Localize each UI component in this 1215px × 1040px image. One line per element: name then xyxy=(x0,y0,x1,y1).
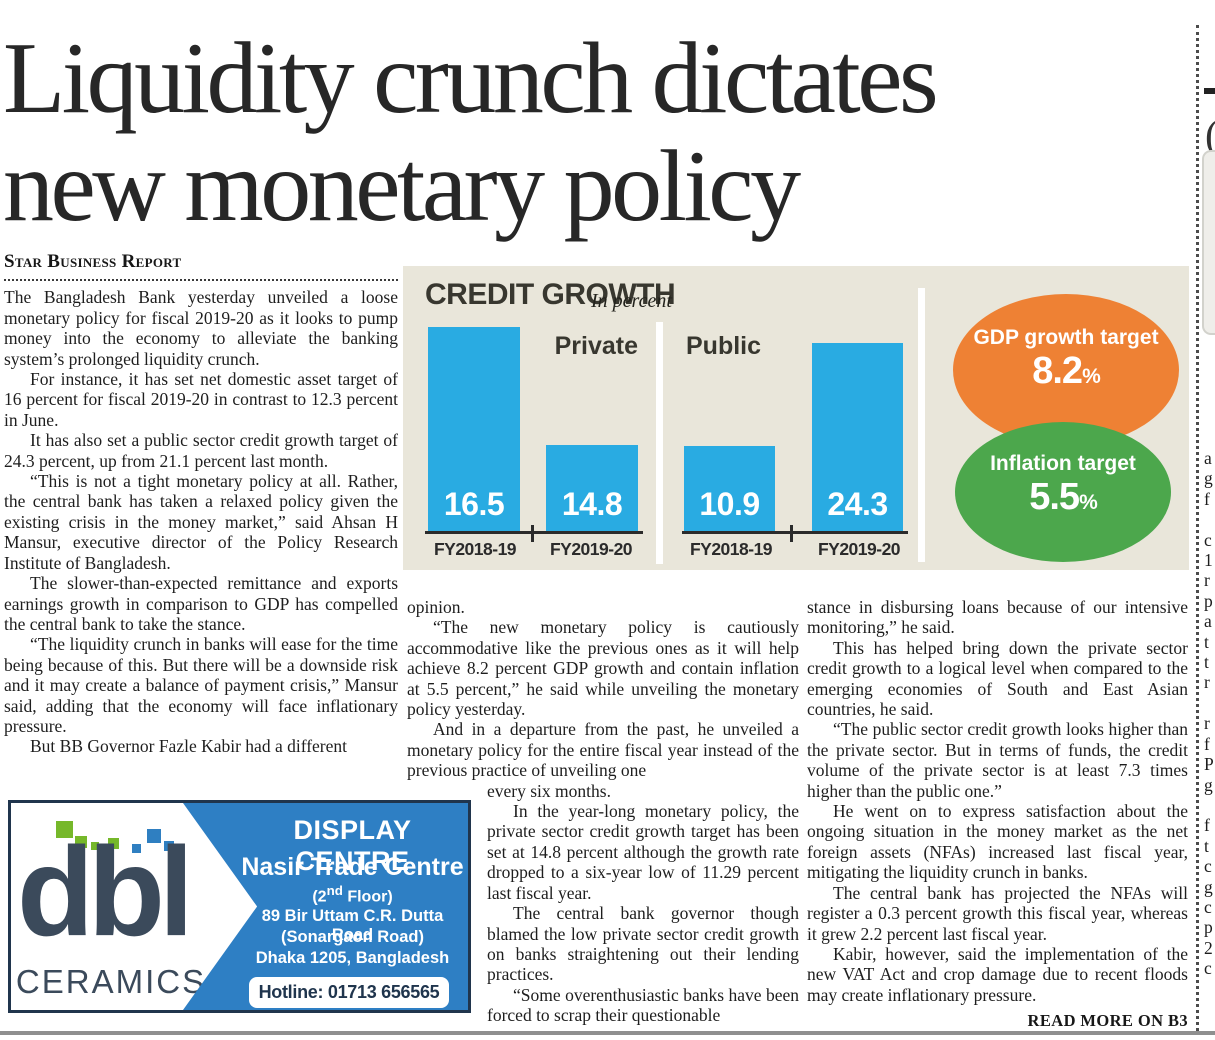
ad-floor: (2nd Floor) xyxy=(241,883,464,906)
section-divider xyxy=(918,288,925,562)
axis-label: FY2018-19 xyxy=(689,539,773,559)
byline-dotted-rule xyxy=(4,279,398,282)
dbl-ceramics-ad: dbl CERAMICS DISPLAY CENTRE Nasir Trade … xyxy=(8,800,471,1013)
edge-paren-fragment: ( xyxy=(1205,112,1215,160)
logo-square xyxy=(56,821,73,838)
axis-tick xyxy=(531,525,534,542)
logo-square xyxy=(75,836,87,848)
paragraph: “The liquidity crunch in banks will ease… xyxy=(4,634,398,736)
ad-heading: DISPLAY CENTRE xyxy=(293,815,412,876)
ad-floor-sup: nd xyxy=(326,883,343,898)
bar-public-fy2019-20: 24.3 xyxy=(812,343,903,531)
paragraph: “This is not a tight monetary policy at … xyxy=(4,471,398,573)
x-axis-public xyxy=(682,531,908,534)
paragraph: “The new monetary policy is cautiously a… xyxy=(407,617,799,720)
column-2-top: opinion. “The new monetary policy is cau… xyxy=(407,597,799,781)
axis-label: FY2019-20 xyxy=(817,539,901,559)
section-bottom-rule xyxy=(0,1031,1215,1035)
chart-title: CREDIT GROWTH xyxy=(425,278,676,311)
column-2-wrapped: every six months. In the year-long monet… xyxy=(487,781,799,1026)
edge-box-fragment xyxy=(1202,150,1215,335)
x-axis-private xyxy=(425,531,643,534)
badge-value: 5.5% xyxy=(955,476,1171,519)
axis-label: FY2019-20 xyxy=(549,539,633,559)
article-column-2: opinion. “The new monetary policy is cau… xyxy=(407,597,799,1026)
logo-square xyxy=(108,838,119,849)
read-more-link: READ MORE ON B3 xyxy=(1027,1011,1188,1031)
paragraph: And in a departure from the past, he unv… xyxy=(407,719,799,781)
paragraph: For instance, it has set net domestic as… xyxy=(4,369,398,430)
ad-floor-text: (2 xyxy=(312,888,327,906)
paragraph: The central bank governor though blamed … xyxy=(487,903,799,985)
logo-square xyxy=(132,844,141,853)
inflation-target-badge: Inflation target 5.5% xyxy=(955,422,1171,562)
badge-unit: % xyxy=(1082,365,1101,388)
paragraph: The Bangladesh Bank yesterday unveiled a… xyxy=(4,287,398,369)
axis-label: FY2018-19 xyxy=(433,539,517,559)
bar-private-fy2019-20: 14.8 xyxy=(546,445,638,531)
paragraph: “Some overenthusiastic banks have been f… xyxy=(487,984,799,1026)
logo-square xyxy=(91,842,99,850)
ad-blue-panel: DISPLAY CENTRE Nasir Trade Centre (2nd F… xyxy=(183,803,468,1010)
badge-number: 8.2 xyxy=(1032,350,1083,392)
column-dotted-divider xyxy=(1196,25,1199,1031)
dbl-logo: dbl xyxy=(17,821,194,962)
hotline-number: 01713 656565 xyxy=(327,982,440,1002)
paragraph: Kabir, however, said the implementation … xyxy=(807,943,1188,1005)
paragraph: It has also set a public sector credit g… xyxy=(4,430,398,471)
paragraph: This has helped bring down the private s… xyxy=(807,637,1188,720)
axis-tick xyxy=(790,525,793,542)
ad-floor-text: Floor) xyxy=(342,888,393,906)
logo-square xyxy=(164,841,174,851)
paragraph: The slower-than-expected remittance and … xyxy=(4,573,398,634)
bar-public-fy2018-19: 10.9 xyxy=(684,446,775,531)
badge-unit: % xyxy=(1079,491,1098,514)
paragraph: every six months. xyxy=(487,780,611,801)
logo-square xyxy=(147,829,161,843)
paragraph: But BB Governor Fazle Kabir had a differ… xyxy=(30,736,348,757)
headline-line-1: Liquidity crunch dictates xyxy=(3,22,939,135)
edge-headline-fragment xyxy=(1204,88,1215,94)
credit-growth-chart: CREDIT GROWTH In percent Private Public … xyxy=(403,266,1189,570)
ad-venue: Nasir Trade Centre xyxy=(241,853,464,881)
article-column-1: Star Business Report The Bangladesh Bank… xyxy=(4,251,398,757)
bar-value: 16.5 xyxy=(443,486,505,522)
badge-label: Inflation target xyxy=(990,452,1136,475)
group-label-private: Private xyxy=(554,332,638,360)
article-headline: Liquidity crunch dictates new monetary p… xyxy=(3,25,1188,241)
paragraph: opinion. xyxy=(407,597,465,617)
headline-line-2: new monetary policy xyxy=(3,130,801,243)
paragraph: stance in disbursing loans because of ou… xyxy=(807,597,1188,638)
bar-value: 10.9 xyxy=(699,486,760,522)
paragraph: “The public sector credit growth looks h… xyxy=(807,719,1188,801)
badge-number: 5.5 xyxy=(1029,476,1080,518)
gdp-target-badge: GDP growth target 8.2% xyxy=(953,294,1179,446)
ad-address-line: (Sonargaon Road) xyxy=(281,928,424,946)
badge-label: GDP growth target xyxy=(973,326,1159,349)
hotline-label: Hotline: xyxy=(258,982,328,1002)
ceramics-wordmark: CERAMICS xyxy=(15,963,207,1000)
badge-value: 8.2% xyxy=(953,350,1179,393)
paragraph: He went on to express satisfaction about… xyxy=(807,801,1188,883)
chart-unit-label: In percent xyxy=(591,290,672,312)
ad-address-line: 89 Bir Uttam C.R. Dutta Road xyxy=(261,907,444,944)
ad-address-line: Dhaka 1205, Bangladesh xyxy=(255,949,450,967)
article-column-3: stance in disbursing loans because of ou… xyxy=(807,597,1188,1032)
group-divider xyxy=(656,322,663,564)
byline: Star Business Report xyxy=(4,251,182,272)
bar-value: 24.3 xyxy=(827,486,888,522)
paragraph: The central bank has projected the NFAs … xyxy=(807,882,1188,944)
edge-text-fragments: a g f c 1 r p a t t r r f P g f t c g c … xyxy=(1204,448,1214,979)
bar-private-fy2018-19: 16.5 xyxy=(428,327,520,531)
hotline-box: Hotline: 01713 656565 xyxy=(249,977,449,1008)
group-label-public: Public xyxy=(686,332,762,360)
paragraph: In the year-long monetary policy, the pr… xyxy=(487,801,799,903)
bar-value: 14.8 xyxy=(561,486,623,522)
